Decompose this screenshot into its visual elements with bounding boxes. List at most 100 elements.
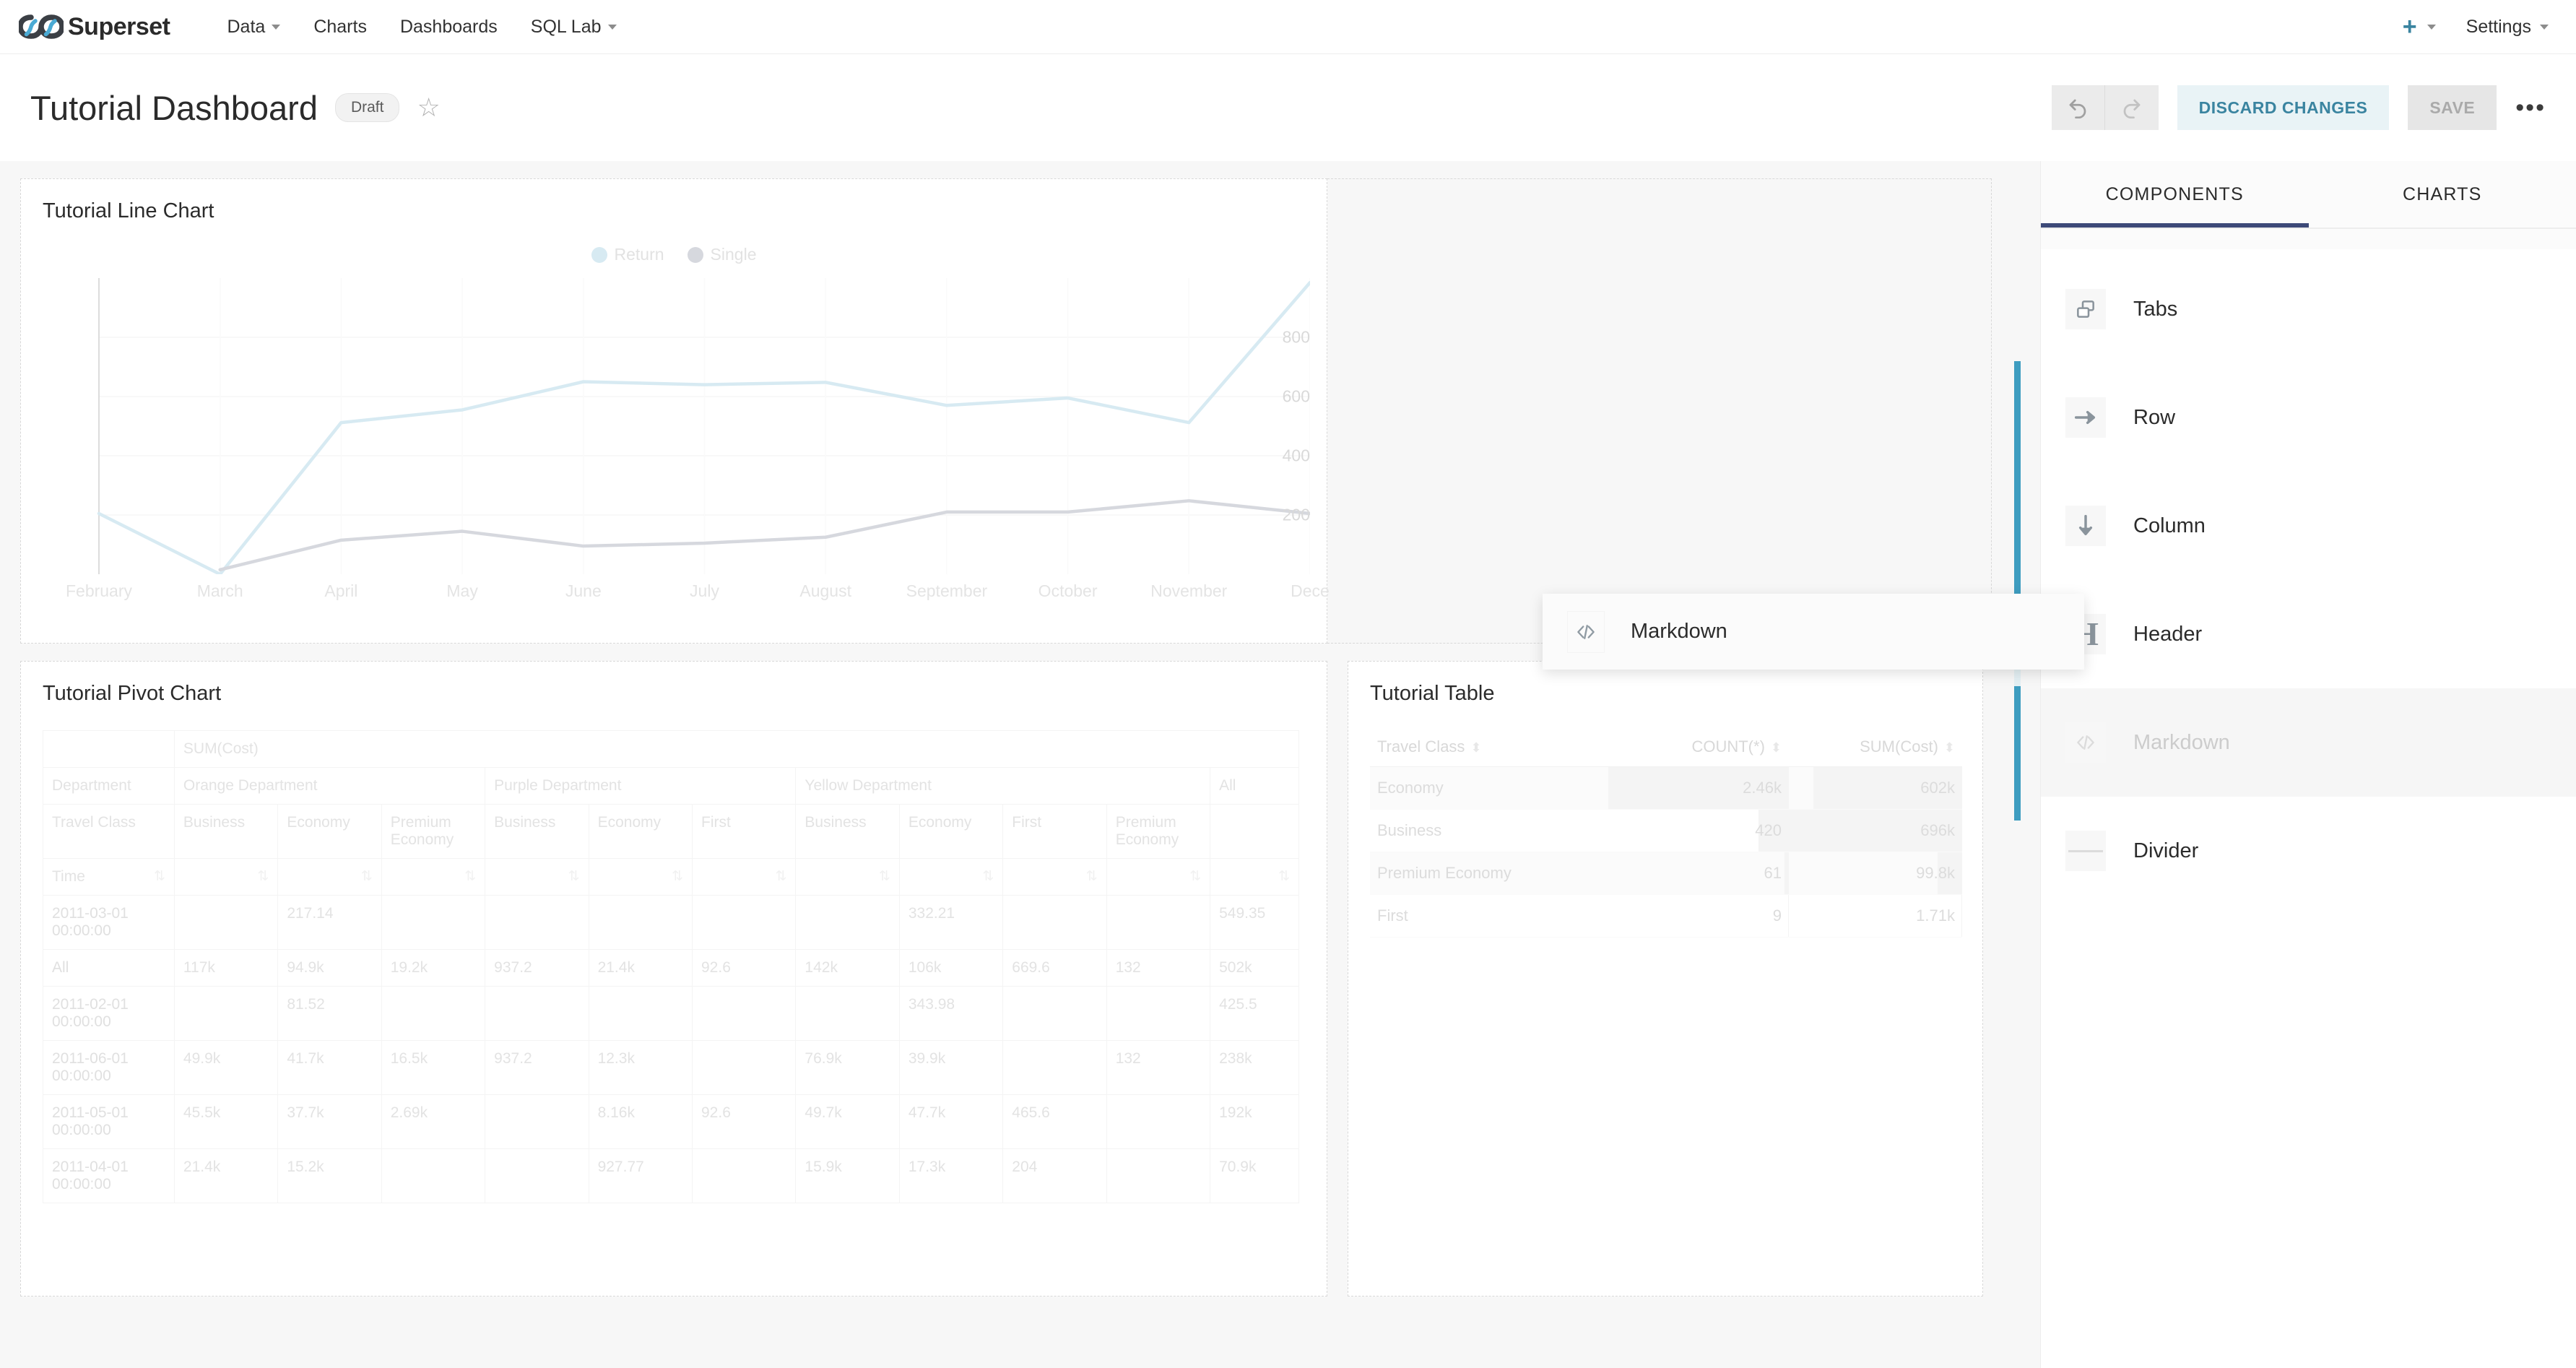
legend-item-single[interactable]: Single xyxy=(687,245,757,264)
nav-link-sql-lab[interactable]: SQL Lab xyxy=(514,0,633,54)
tutorial-table-body: Economy 2.46k 602k Business 420 696k Premium E… xyxy=(1370,766,1962,938)
sort-icon[interactable]: ⬍ xyxy=(1470,740,1482,755)
dashboard-row-2: Tutorial Pivot Chart SUM(Cost) Department… xyxy=(20,661,2020,1296)
sort-icon[interactable]: ⇅ xyxy=(153,869,165,884)
sidebar-item-row-label: Row xyxy=(2133,405,2176,429)
pivot-cell xyxy=(1106,986,1211,1041)
pivot-sort-cell[interactable]: ⇅ xyxy=(173,858,279,896)
pivot-cell xyxy=(1106,1148,1211,1203)
save-button[interactable]: SAVE xyxy=(2408,85,2497,130)
sidebar-item-column[interactable]: Column xyxy=(2041,472,2576,580)
pivot-time-label[interactable]: Time ⇅ xyxy=(43,858,175,896)
x-axis-tick-label: March xyxy=(196,581,243,600)
pivot-cell xyxy=(381,1148,486,1203)
sort-icon[interactable]: ⇅ xyxy=(775,869,787,884)
tutorial-table-header-row: Travel Class ⬍ COUNT(*) ⬍ SUM(Cost) ⬍ xyxy=(1370,727,1962,767)
x-axis-tick-label: Dece xyxy=(1291,581,1330,600)
sort-icon[interactable]: ⬍ xyxy=(1770,740,1782,755)
plus-icon: + xyxy=(2402,13,2417,40)
sidebar-component-list: Tabs Row Column H Header xyxy=(2041,249,2576,905)
x-axis-tick-label: November xyxy=(1150,581,1228,600)
pivot-sort-cell[interactable]: ⇅ xyxy=(1210,858,1299,896)
settings-menu[interactable]: Settings xyxy=(2466,17,2549,38)
sort-icon[interactable]: ⇅ xyxy=(360,869,373,884)
pivot-sort-cell[interactable]: ⇅ xyxy=(1002,858,1107,896)
code-icon xyxy=(1567,610,1605,653)
pivot-cell: 425.5 xyxy=(1210,986,1299,1041)
sort-icon[interactable]: ⇅ xyxy=(1278,869,1290,884)
pivot-cell: 12.3k xyxy=(588,1040,693,1095)
sort-icon[interactable]: ⇅ xyxy=(878,869,890,884)
line-chart-legend: Return Single xyxy=(43,245,1305,264)
sort-icon[interactable]: ⇅ xyxy=(568,869,580,884)
sidebar-item-divider[interactable]: Divider xyxy=(2041,797,2576,905)
sort-icon[interactable]: ⇅ xyxy=(464,869,477,884)
sidebar-item-row[interactable]: Row xyxy=(2041,363,2576,472)
nav-link-data[interactable]: Data xyxy=(211,0,298,54)
pivot-class-row: Travel Class Business Economy Premium Econo… xyxy=(43,804,1299,859)
pivot-sort-cell[interactable]: ⇅ xyxy=(691,858,797,896)
nav-link-dashboards-label: Dashboards xyxy=(399,16,498,37)
pivot-department-group: All xyxy=(1210,767,1299,805)
sidebar-item-markdown[interactable]: Markdown xyxy=(2041,688,2576,797)
column-header[interactable]: SUM(Cost) ⬍ xyxy=(1789,727,1962,767)
sort-icon[interactable]: ⇅ xyxy=(257,869,269,884)
sort-icon[interactable]: ⬍ xyxy=(1943,740,1955,755)
x-axis-tick-label: September xyxy=(906,581,988,600)
pivot-row-label: 2011-03-01 00:00:00 xyxy=(43,895,175,950)
sort-icon[interactable]: ⇅ xyxy=(982,869,994,884)
pivot-cell: 94.9k xyxy=(277,949,382,987)
pivot-chart-title: Tutorial Pivot Chart xyxy=(43,682,222,705)
drag-ghost-label: Markdown xyxy=(1631,620,1727,643)
discard-changes-button[interactable]: DISCARD CHANGES xyxy=(2177,85,2390,130)
table-row: 2011-04-01 00:00:00 21.4k 15.2k 927.77 15.9k… xyxy=(43,1148,1299,1203)
nav-link-charts[interactable]: Charts xyxy=(297,0,383,54)
table-row: 2011-03-01 00:00:00 217.14 332.21 549.35 xyxy=(43,895,1299,950)
sort-icon[interactable]: ⇅ xyxy=(1189,869,1202,884)
pivot-sort-cell[interactable]: ⇅ xyxy=(1106,858,1211,896)
pivot-sort-cell[interactable]: ⇅ xyxy=(898,858,1004,896)
y-axis-tick-label: 600 xyxy=(1282,386,1310,406)
pivot-sort-cell[interactable]: ⇅ xyxy=(381,858,486,896)
value-bar xyxy=(1788,895,1789,937)
sort-icon[interactable]: ⇅ xyxy=(672,869,683,884)
sidebar-item-tabs[interactable]: Tabs xyxy=(2041,255,2576,363)
pivot-class-header: Premium Economy xyxy=(1106,804,1211,859)
pivot-sort-cell[interactable]: ⇅ xyxy=(795,858,900,896)
pivot-cell: 49.9k xyxy=(173,1040,279,1095)
page-title[interactable]: Tutorial Dashboard xyxy=(30,88,318,127)
table-row: Business 420 696k xyxy=(1370,809,1962,852)
pivot-class-header: Business xyxy=(485,804,589,859)
dashboard-title-group: Tutorial Dashboard Draft ☆ xyxy=(30,88,441,128)
tab-components[interactable]: COMPONENTS xyxy=(2041,161,2309,228)
pivot-cell: 502k xyxy=(1210,949,1299,987)
empty-dashboard-slot[interactable] xyxy=(1327,178,1992,644)
y-axis-tick-label: 800 xyxy=(1282,327,1310,347)
pivot-sort-cell[interactable]: ⇅ xyxy=(277,858,382,896)
column-header[interactable]: Travel Class ⬍ xyxy=(1370,727,1608,767)
pivot-cell: 49.7k xyxy=(795,1094,900,1149)
nav-link-dashboards[interactable]: Dashboards xyxy=(383,0,514,54)
brand-logo-group[interactable]: Superset xyxy=(19,13,170,41)
sidebar-item-header[interactable]: H Header xyxy=(2041,580,2576,688)
redo-button[interactable] xyxy=(2104,85,2159,130)
pivot-travel-class-axis-label: Travel Class xyxy=(43,804,175,859)
more-options-icon[interactable]: ••• xyxy=(2515,94,2546,121)
favorite-star-icon[interactable]: ☆ xyxy=(417,92,441,122)
legend-label-single: Single xyxy=(710,245,757,264)
legend-item-return[interactable]: Return xyxy=(591,245,664,264)
pivot-cell: 15.9k xyxy=(795,1148,900,1203)
chart-card-table[interactable]: Tutorial Table Travel Class ⬍ COUNT(*) ⬍ SUM… xyxy=(1348,661,1983,1296)
new-item-button[interactable]: + xyxy=(2403,14,2436,39)
pivot-cell xyxy=(381,986,486,1041)
undo-button[interactable] xyxy=(2051,85,2105,130)
pivot-sort-cell[interactable]: ⇅ xyxy=(485,858,589,896)
column-header[interactable]: COUNT(*) ⬍ xyxy=(1608,727,1789,767)
pivot-sort-cell[interactable]: ⇅ xyxy=(588,858,693,896)
tab-charts[interactable]: CHARTS xyxy=(2402,183,2482,204)
chart-card-pivot[interactable]: Tutorial Pivot Chart SUM(Cost) Department… xyxy=(20,661,1327,1296)
chart-card-line[interactable]: Tutorial Line Chart Return Single 200 400… xyxy=(20,178,1330,644)
sort-icon[interactable]: ⇅ xyxy=(1085,869,1098,884)
pivot-cell: 332.21 xyxy=(898,895,1004,950)
pivot-cell xyxy=(588,895,693,950)
